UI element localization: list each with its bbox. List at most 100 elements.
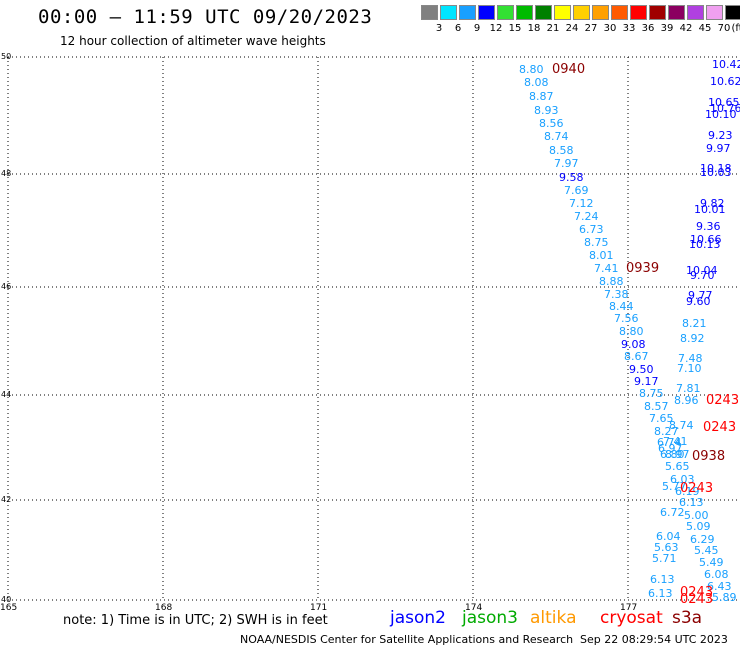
swh-cyan-label: 7.69 [564, 184, 589, 197]
swh-navy-label: 9.60 [686, 295, 711, 308]
swh-cyan-label: 8.44 [609, 300, 634, 313]
swh-cyan-label: 8.74 [544, 130, 569, 143]
scale-swatch [649, 5, 666, 20]
satellite-s3a: s3a [672, 608, 703, 628]
time-label: 0243 [680, 592, 713, 607]
time-label: 0243 [703, 420, 736, 435]
swh-cyan-label: 8.80 [519, 63, 544, 76]
scale-swatch [459, 5, 476, 20]
swh-navy-label: 9.82 [700, 197, 725, 210]
swh-cyan-label: 6.13 [648, 587, 673, 600]
scale-swatch [535, 5, 552, 20]
scale-label: 12 [489, 23, 503, 34]
swh-cyan-label: 6.97 [658, 442, 683, 455]
swh-cyan-label: 5.09 [686, 520, 711, 533]
time-label: 0243 [680, 481, 713, 496]
scale-label: 3 [435, 23, 443, 34]
swh-cyan-label: 7.12 [569, 197, 594, 210]
lat-label: 42 [1, 495, 11, 504]
scale-label: 21 [546, 23, 560, 34]
swh-navy-label: 9.23 [708, 129, 733, 142]
swh-navy-label: 8.92 [680, 332, 705, 345]
lat-label: 40 [1, 595, 11, 604]
scale-label: 42 [679, 23, 693, 34]
time-label: 0940 [552, 62, 585, 77]
scale-swatch [497, 5, 514, 20]
swh-cyan-label: 6.08 [704, 568, 729, 581]
lat-label: 48 [1, 169, 11, 178]
swh-cyan-label: 6.74 [657, 436, 682, 449]
time-label: 0938 [692, 449, 725, 464]
swh-cyan-label: 6.80 [660, 448, 685, 461]
swh-navy-label: 7.81 [676, 382, 701, 395]
altimeter-tracks: 8.808.088.878.938.568.748.587.977.697.12… [519, 58, 740, 607]
scale-label: 24 [565, 23, 579, 34]
footer-credit: NOAA/NESDIS Center for Satellite Applica… [240, 633, 574, 646]
swh-cyan-label: 5.89 [712, 591, 737, 604]
satellite-jason2: jason2 [390, 608, 446, 628]
scale-swatch [611, 5, 628, 20]
swh-cyan-label: 7.65 [649, 412, 674, 425]
scale-label: 36 [641, 23, 655, 34]
swh-cyan-label: 7.97 [554, 157, 579, 170]
swh-cyan-label: 5.63 [654, 541, 679, 554]
swh-cyan-label: 6.73 [579, 223, 604, 236]
swh-navy-label: 7.41 [663, 435, 688, 448]
swh-navy-label: 8.97 [665, 448, 690, 461]
lon-label: 171 [310, 603, 327, 613]
swh-navy-label: 10.01 [694, 203, 726, 216]
swh-cyan-label: 8.58 [549, 144, 574, 157]
lon-label: 168 [155, 603, 172, 613]
swh-cyan-label: 5.65 [665, 460, 690, 473]
scale-label: 15 [508, 23, 522, 34]
time-label: 0939 [626, 261, 659, 276]
swh-cyan-label: 8.75 [584, 236, 609, 249]
swh-cyan-label: 7.56 [614, 312, 639, 325]
swh-navy-label: 10.10 [705, 108, 737, 121]
scale-swatch [516, 5, 533, 20]
swh-cyan-label: 6.43 [707, 580, 732, 593]
scale-swatch [687, 5, 704, 20]
swh-cyan-label: 8.27 [654, 425, 679, 438]
scale-swatch [554, 5, 571, 20]
swh-cyan-label: 8.01 [589, 249, 614, 262]
swh-cyan-label: 6.72 [660, 506, 685, 519]
satellite-jason3: jason3 [462, 608, 518, 628]
swh-cyan-label: 8.75 [639, 387, 664, 400]
scale-swatch [630, 5, 647, 20]
swh-navy-label: 9.08 [621, 338, 646, 351]
satellite-cryosat: cryosat [600, 608, 663, 628]
swh-cyan-label: 8.88 [599, 275, 624, 288]
swh-navy-label: 10.13 [689, 238, 721, 251]
scale-swatch [592, 5, 609, 20]
swh-navy-label: 10.65 [708, 96, 740, 109]
swh-navy-label: 10.03 [700, 166, 732, 179]
swh-cyan-label: 8.80 [619, 325, 644, 338]
swh-navy-label: 10.42 [712, 58, 740, 71]
swh-cyan-label: 6.13 [679, 496, 704, 509]
swh-navy-label: 10.62 [710, 75, 740, 88]
swh-navy-label: 9.17 [634, 375, 659, 388]
scale-swatch [478, 5, 495, 20]
scale-label: 9 [473, 23, 481, 34]
footer-timestamp: Sep 22 08:29:54 UTC 2023 [580, 633, 728, 646]
swh-cyan-label: 8.57 [644, 400, 669, 413]
swh-navy-label: 10.76 [710, 102, 740, 115]
time-label: 0243 [680, 585, 713, 600]
lat-label: 46 [1, 282, 11, 291]
swh-cyan-label: 5.77 [662, 480, 687, 493]
swh-navy-label: 8.21 [682, 317, 707, 330]
scale-label: 18 [527, 23, 541, 34]
swh-cyan-label: 6.19 [675, 485, 700, 498]
scale-label: 33 [622, 23, 636, 34]
legend-note: note: 1) Time is in UTC; 2) SWH is in fe… [63, 613, 328, 628]
scale-swatch [421, 5, 438, 20]
lat-label: 50 [1, 52, 11, 61]
lon-label: 177 [620, 603, 637, 613]
swh-navy-label: 10.04 [686, 264, 718, 277]
scale-unit: (ft) [731, 23, 740, 34]
swh-navy-label: 8.96 [674, 394, 699, 407]
swh-cyan-label: 8.08 [524, 76, 549, 89]
scale-swatch [440, 5, 457, 20]
swh-cyan-label: 6.13 [650, 573, 675, 586]
